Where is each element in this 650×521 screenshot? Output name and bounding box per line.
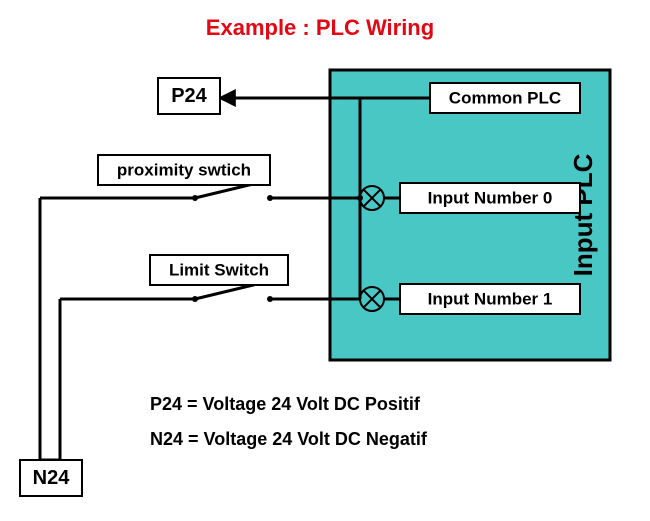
input0-terminal-label: Input Number 0 [428,189,553,208]
limit-switch-label: Limit Switch [150,255,288,285]
proximity-switch-label-label: proximity swtich [117,161,251,180]
common-plc-terminal-label: Common PLC [449,89,561,108]
common-plc-terminal: Common PLC [430,83,580,113]
p24-terminal: P24 [158,78,220,114]
prox-switch-contact [267,195,273,201]
input0-terminal: Input Number 0 [400,183,580,213]
p24-terminal-label: P24 [171,85,207,107]
input1-terminal: Input Number 1 [400,284,580,314]
legend-n24: N24 = Voltage 24 Volt DC Negatif [150,429,428,449]
legend-p24: P24 = Voltage 24 Volt DC Positif [150,394,421,414]
diagram-title: Example : PLC Wiring [206,15,434,40]
input1-terminal-label: Input Number 1 [428,290,553,309]
limit-switch-label-label: Limit Switch [169,261,269,280]
plc-side-label: Input PLC [568,153,598,276]
limit-switch-contact [267,296,273,302]
n24-terminal-label: N24 [33,467,71,489]
n24-terminal: N24 [20,460,82,496]
proximity-switch-label: proximity swtich [98,155,270,185]
